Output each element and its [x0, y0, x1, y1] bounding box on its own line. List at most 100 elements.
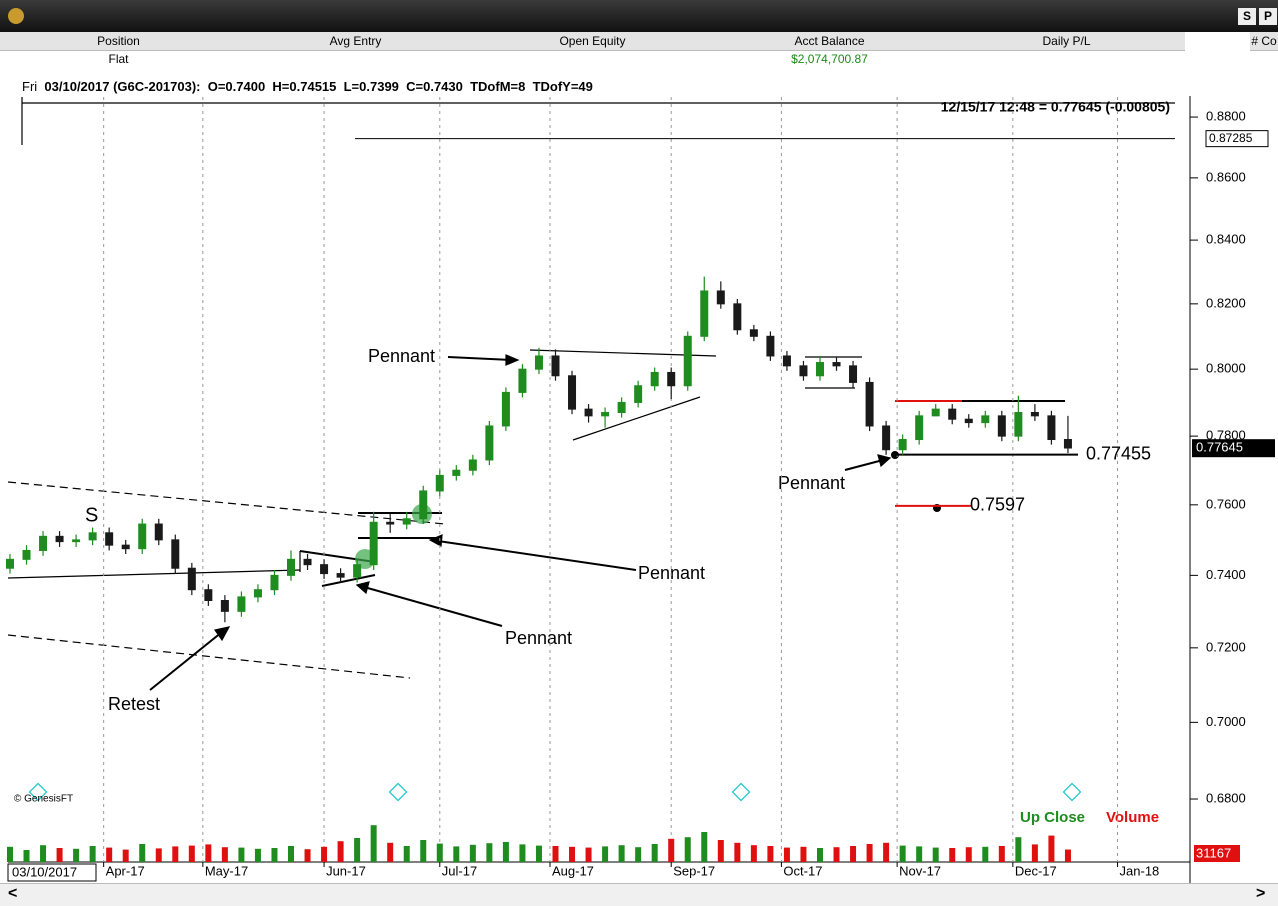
channel-line [7, 481, 446, 525]
candle-body [815, 362, 824, 377]
title-bar: G6C-056: 01/17/1977 - 12/15/2017 (Daily … [0, 0, 1278, 88]
volume-bar [816, 848, 823, 862]
account-column: Position Flat [0, 32, 237, 76]
candle-body [1014, 411, 1023, 437]
volume-bar [172, 846, 179, 862]
candle-body [369, 521, 378, 566]
candle-body [55, 535, 64, 543]
volume-bar [139, 844, 146, 862]
volume-bar [337, 841, 344, 862]
arrow [844, 459, 884, 471]
candle-body [353, 564, 362, 578]
column-header: Acct Balance [711, 32, 948, 51]
candle-body [683, 335, 692, 387]
candle-body [105, 532, 114, 546]
volume-bar [701, 832, 708, 862]
candle-body [948, 408, 957, 420]
volume-bar [602, 846, 609, 862]
volume-bar [750, 845, 757, 862]
candle-body [187, 567, 196, 591]
volume-bar [188, 845, 195, 862]
drawings [7, 97, 1175, 691]
x-tick-label: Jun-17 [326, 863, 366, 878]
event-marker [1062, 782, 1082, 802]
date-box-label: 03/10/2017 [12, 864, 77, 879]
candle-body [171, 539, 180, 569]
button[interactable]: P [1259, 8, 1277, 25]
volume-bar [221, 847, 228, 862]
date-box [7, 863, 97, 882]
volume-bar [767, 846, 774, 862]
candle-body [253, 589, 262, 598]
candle-body [5, 558, 14, 569]
candle-body [303, 558, 312, 566]
event-marker [731, 782, 751, 802]
y-tick-label: 0.6800 [1206, 790, 1246, 805]
last-price-box [1192, 439, 1275, 458]
candle-body [1030, 411, 1039, 417]
candle-body [584, 408, 593, 417]
candle-body [435, 474, 444, 492]
y-tick-label: 0.7600 [1206, 496, 1246, 511]
candle-body [220, 600, 229, 612]
candle-body [766, 335, 775, 357]
candle-body [650, 371, 659, 387]
volume-bar [932, 847, 939, 862]
x-tick-label: Aug-17 [552, 863, 594, 878]
window-title: G6C-056: 01/17/1977 - 12/15/2017 (Daily … [32, 72, 731, 88]
volume-bar [982, 846, 989, 862]
volume-bar [569, 846, 576, 862]
arrowhead [877, 454, 892, 468]
candle-body [320, 564, 329, 575]
pennant-line [572, 396, 701, 441]
plot-area [8, 96, 1190, 883]
volume-bar [89, 846, 96, 862]
volume-bar [734, 842, 741, 862]
y-tick-label: 0.7400 [1206, 567, 1246, 582]
channel-line [7, 634, 411, 679]
candle-body [452, 469, 461, 476]
volume-bar [618, 845, 625, 862]
volume-bar [684, 837, 691, 862]
volume-bar [370, 825, 377, 862]
annotation: Pennant [505, 628, 572, 648]
account-column: # Co [1250, 32, 1278, 76]
arrow [149, 631, 223, 691]
column-header: Position [0, 32, 237, 51]
arrowhead [355, 581, 370, 595]
candle-body [782, 355, 791, 367]
candle-body [898, 439, 907, 451]
candle-body [386, 521, 395, 525]
level-label: 0.77455 [1086, 443, 1151, 463]
candle-body [402, 518, 411, 525]
app-icon [8, 8, 24, 24]
volume-bar [122, 849, 129, 862]
candle-body [485, 425, 494, 461]
account-column: Avg Entry [237, 32, 474, 76]
candle-body [237, 596, 246, 612]
candle-body [716, 290, 725, 305]
volume-bar [783, 847, 790, 862]
candle-body [997, 415, 1006, 437]
candle-body [22, 549, 31, 560]
column-header: # Co [1250, 32, 1278, 51]
y-tick-label: 0.8200 [1206, 295, 1246, 310]
volume-bar [106, 847, 113, 862]
candle-body [882, 425, 891, 451]
volume-bar [519, 844, 526, 862]
scroll-right[interactable]: > [1256, 885, 1266, 902]
scroll-left[interactable]: < [8, 885, 18, 902]
volume-bar [668, 838, 675, 862]
column-value: $2,074,700.87 [791, 52, 868, 66]
volume-bar [288, 846, 295, 862]
volume-bar [949, 848, 956, 862]
volume-bar [717, 840, 724, 862]
account-column: Daily P/L [948, 32, 1185, 76]
candle-body [154, 523, 163, 541]
x-tick-label: May-17 [205, 863, 248, 878]
column-header: Daily P/L [948, 32, 1185, 51]
button[interactable]: S [1238, 8, 1256, 25]
trend-line [7, 569, 301, 579]
volume-bar [965, 847, 972, 862]
candle-body [1063, 439, 1072, 449]
